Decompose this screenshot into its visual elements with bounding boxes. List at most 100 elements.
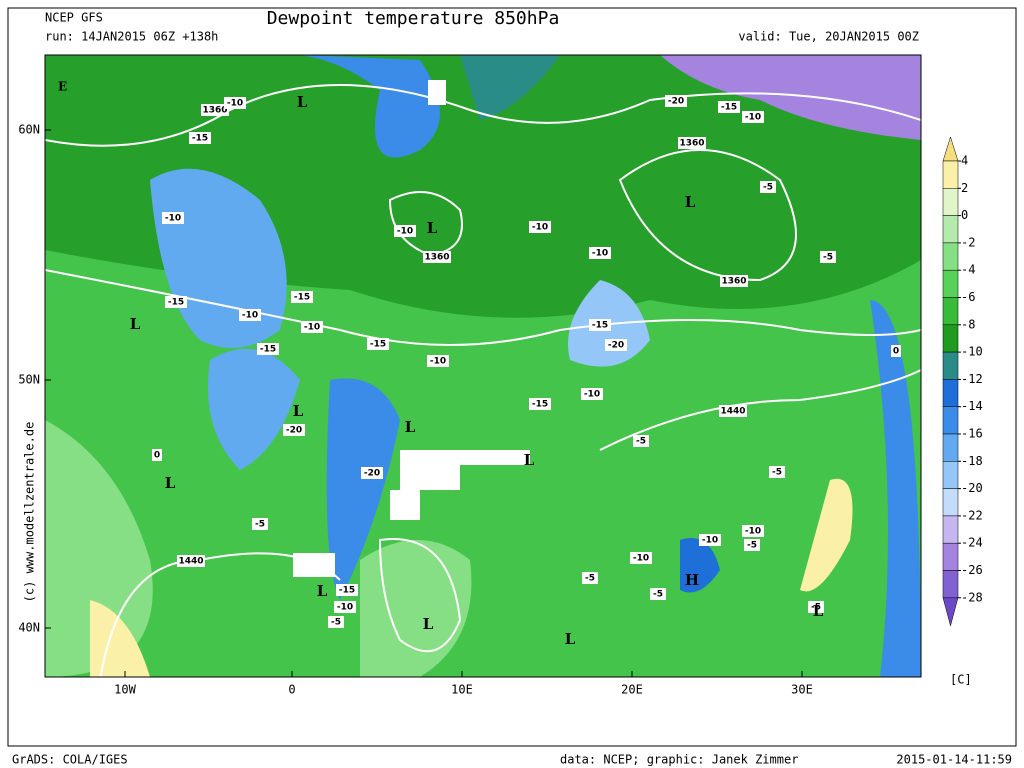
colorbar-label: 4: [961, 154, 968, 168]
contour-label: -10: [702, 536, 718, 546]
colorbar-label: -14: [961, 399, 983, 413]
contour-label: -15: [339, 586, 355, 596]
contour-label-box: [257, 343, 279, 355]
contour-label-box: [820, 251, 836, 263]
contour-label: -10: [430, 357, 446, 367]
colorbar-segment: [942, 433, 959, 462]
contour-label: -10: [397, 227, 413, 237]
contour-label: -10: [165, 214, 181, 224]
contour-label: -20: [286, 426, 302, 436]
colorbar-unit: [C]: [950, 673, 972, 687]
contour-label: -15: [260, 345, 276, 355]
colorbar-label: -22: [961, 508, 983, 522]
contour-label: -5: [331, 618, 341, 628]
colorbar-segment: [942, 297, 959, 326]
run: run: 14JAN2015 06Z +138h: [45, 30, 218, 44]
contour-label: -10: [532, 223, 548, 233]
contour-label: 1360: [679, 139, 704, 149]
colorbar-segment: [942, 269, 959, 298]
lon-label: 10E: [451, 683, 473, 697]
contour-label: 1440: [720, 407, 745, 417]
colorbar-segment: [942, 242, 959, 271]
contour-label-box: [529, 221, 551, 233]
colorbar-segment: [942, 515, 959, 544]
corner-label: E: [58, 80, 67, 94]
contour-label: -10: [242, 311, 258, 321]
title: Dewpoint temperature 850hPa: [267, 8, 560, 29]
pressure-center: L: [317, 582, 328, 600]
contour-label-box: [291, 291, 313, 303]
contour-label: -15: [532, 400, 548, 410]
contour-label-box: [224, 97, 246, 109]
contour-label-box: [201, 104, 229, 116]
contour-label: 0: [893, 347, 899, 357]
contour-label-box: [177, 555, 205, 567]
colorbar-over: [942, 136, 959, 162]
pressure-center: L: [427, 219, 438, 237]
colorbar-label: -4: [961, 263, 975, 277]
colorbar-label: -6: [961, 290, 975, 304]
contour-label-box: [334, 601, 356, 613]
colorbar-label: -26: [961, 563, 983, 577]
contour-label-box: [633, 435, 649, 447]
contour-label: -5: [823, 253, 833, 263]
map-border: [44, 54, 922, 678]
credit: data: NCEP; graphic: Janek Zimmer: [560, 753, 798, 767]
lon-label: 0: [288, 683, 295, 697]
contour-label: -15: [721, 103, 737, 113]
contour-label: -5: [763, 183, 773, 193]
contour-label: -10: [304, 323, 320, 333]
colorbar-segment: [942, 542, 959, 571]
contour-label-box: [589, 319, 611, 331]
lon-label: 10W: [114, 683, 136, 697]
pressure-center: H: [685, 571, 699, 589]
contour-label: -15: [294, 293, 310, 303]
contour-label: -10: [745, 527, 761, 537]
contour-label: -20: [608, 341, 624, 351]
contour-label: 1440: [178, 557, 203, 567]
colorbar-label: 2: [961, 181, 968, 195]
contour-label: -20: [668, 97, 684, 107]
colorbar-under: [942, 597, 959, 627]
model: NCEP GFS: [45, 11, 103, 25]
contour-label: -15: [192, 134, 208, 144]
contour-label: -5: [585, 574, 595, 584]
contour-label: -10: [337, 603, 353, 613]
contour-label-box: [605, 339, 627, 351]
contour-label-box: [665, 95, 687, 107]
software: GrADS: COLA/IGES: [12, 753, 128, 767]
colorbar-segment: [942, 188, 959, 216]
contour-label-box: [742, 525, 764, 537]
colorbar-label: -24: [961, 536, 983, 550]
contour-label-box: [719, 405, 747, 417]
contour-label-box: [152, 449, 162, 461]
contour-label: -5: [636, 437, 646, 447]
colorbar-segment: [942, 570, 959, 599]
contour-label-box: [589, 247, 611, 259]
contour-label-box: [718, 101, 740, 113]
contour-label-box: [162, 212, 184, 224]
contour-label-box: [283, 424, 305, 436]
contour-label: 1360: [202, 106, 227, 116]
frame: [7, 7, 1017, 747]
contour-label-box: [529, 398, 551, 410]
contour-label: -10: [584, 390, 600, 400]
contour-label-box: [760, 181, 776, 193]
pressure-center: L: [130, 315, 141, 333]
colorbar-label: -2: [961, 235, 975, 249]
colorbar-segment: [942, 379, 959, 407]
contour-label-box: [581, 388, 603, 400]
colorbar-segment: [942, 488, 959, 517]
lon-label: 30E: [791, 683, 813, 697]
colorbar-segment: [942, 160, 959, 189]
colorbar-label: -8: [961, 317, 975, 331]
pressure-center: L: [293, 402, 304, 420]
lat-label: 60N: [18, 123, 40, 137]
contour-label: -15: [370, 340, 386, 350]
contour-label: 0: [154, 451, 160, 461]
contour-label-box: [678, 137, 706, 149]
pressure-center: L: [524, 451, 535, 469]
colorbar-segment: [942, 351, 959, 380]
contour-label-box: [423, 251, 451, 263]
